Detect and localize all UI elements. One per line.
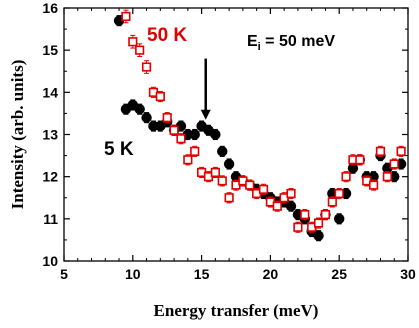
x-tick-label: 15 xyxy=(194,266,210,282)
data-point-50k xyxy=(210,167,220,178)
plot-frame xyxy=(63,7,409,262)
y-axis-title: Intensity (arb. units) xyxy=(8,60,27,210)
data-point-50k xyxy=(162,113,172,123)
y-tick-label: 12 xyxy=(42,169,58,185)
down-arrow-annotation xyxy=(200,58,211,120)
data-point-50k xyxy=(300,210,310,220)
incident-energy-subscript: i xyxy=(258,41,261,53)
data-point-50k xyxy=(245,180,255,190)
data-point-5k xyxy=(141,112,152,123)
y-tick-label: 11 xyxy=(43,211,58,227)
data-point-50k xyxy=(176,134,186,144)
data-point-5k xyxy=(285,200,297,212)
data-point-50k xyxy=(190,146,200,156)
data-point-5k xyxy=(134,104,145,115)
data-point-5k xyxy=(189,129,200,140)
data-point-50k xyxy=(320,210,331,220)
data-point-5k xyxy=(313,230,324,241)
y-tick-label: 14 xyxy=(42,84,58,100)
data-point-50k xyxy=(183,155,193,165)
data-point-5k xyxy=(210,129,221,140)
data-point-50k xyxy=(128,37,138,47)
x-tick-label: 30 xyxy=(400,266,416,282)
incident-energy-value: = 50 meV xyxy=(261,33,336,50)
data-point-5k xyxy=(347,163,359,174)
data-point-50k xyxy=(224,193,234,203)
incident-energy-label: Ei = 50 meV xyxy=(247,33,335,53)
data-point-50k xyxy=(293,222,303,232)
data-point-5k xyxy=(217,146,228,157)
data-point-50k xyxy=(141,62,152,72)
data-point-50k xyxy=(169,125,179,135)
y-tick-label: 13 xyxy=(42,127,58,143)
data-point-50k xyxy=(334,188,344,199)
x-tick-label: 10 xyxy=(125,266,141,282)
data-point-50k xyxy=(121,11,131,22)
data-point-5k xyxy=(223,158,235,170)
data-point-50k xyxy=(389,159,399,169)
arrow-head xyxy=(200,109,211,120)
data-point-50k xyxy=(382,172,392,182)
x-tick-label: 20 xyxy=(263,266,279,282)
data-point-5k xyxy=(334,213,345,225)
y-tick-label: 15 xyxy=(42,42,58,58)
data-point-50k xyxy=(341,172,351,182)
x-tick-label: 25 xyxy=(331,266,347,282)
data-point-50k xyxy=(258,184,269,194)
series-label-5k: 5 K xyxy=(104,139,134,160)
incident-energy-prefix: E xyxy=(247,33,258,50)
data-point-50k xyxy=(135,45,145,55)
data-point-50k xyxy=(217,176,227,186)
data-point-50k xyxy=(286,188,296,199)
series-layer xyxy=(113,9,407,242)
data-point-50k xyxy=(396,146,406,156)
data-point-50k xyxy=(155,91,165,102)
y-tick-label: 10 xyxy=(42,253,58,269)
data-point-50k xyxy=(313,218,324,228)
data-point-50k xyxy=(368,180,379,190)
x-axis-title: Energy transfer (meV) xyxy=(154,301,319,320)
data-point-50k xyxy=(355,155,365,165)
y-tick-label: 16 xyxy=(42,0,58,16)
series-label-50k: 50 K xyxy=(147,25,187,46)
data-point-50k xyxy=(327,197,337,207)
x-tick-label: 5 xyxy=(60,266,68,282)
data-point-50k xyxy=(375,146,386,156)
data-point-50k xyxy=(272,201,282,211)
